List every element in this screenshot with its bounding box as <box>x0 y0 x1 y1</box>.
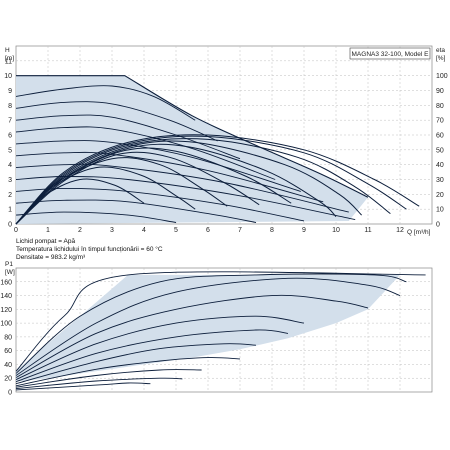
head-curve-10 <box>15 199 257 223</box>
power-curve-8 <box>15 357 241 387</box>
y2-tick-label: 50 <box>436 147 444 154</box>
y-tick-label: 4 <box>8 162 12 169</box>
x-tick-label: 11 <box>364 227 371 234</box>
p1-tick-label: 20 <box>4 376 12 383</box>
y-axis-unit: [m] <box>5 55 14 62</box>
x-tick-label: 4 <box>142 227 146 234</box>
y2-tick-label: 80 <box>436 103 444 110</box>
efficiency-curve-6 <box>15 147 292 225</box>
chart-title: MAGNA3 32-100, Model E <box>352 51 430 58</box>
note-density: Densitate = 983.2 kg/m³ <box>16 254 86 261</box>
y-tick-label: 6 <box>8 133 12 140</box>
p1-tick-label: 60 <box>4 348 12 355</box>
head-max-curve <box>16 75 369 198</box>
x-tick-label: 5 <box>174 227 178 234</box>
y2-axis-label: eta <box>436 47 445 54</box>
efficiency-curve-1 <box>15 134 420 225</box>
efficiency-curve-3 <box>15 138 391 225</box>
bottom-operating-area <box>16 274 400 382</box>
x-axis-label: Q [m³/h] <box>407 229 431 236</box>
p1-axis-unit: [W] <box>5 269 15 276</box>
y2-tick-label: 0 <box>436 222 440 229</box>
p1-axis-label: P1 <box>5 261 13 268</box>
y2-tick-label: 10 <box>436 207 444 214</box>
y2-tick-label: 90 <box>436 88 444 95</box>
title-box <box>349 47 431 60</box>
top-operating-area <box>16 75 368 224</box>
power-curve-4 <box>15 294 369 378</box>
power-curve-9 <box>15 369 202 388</box>
x-tick-label: 12 <box>396 227 404 234</box>
efficiency-curve-9 <box>15 166 196 225</box>
x-tick-label: 8 <box>270 227 274 234</box>
y-tick-label: 9 <box>8 88 12 95</box>
y-tick-label: 1 <box>8 207 12 214</box>
p1-tick-label: 40 <box>4 362 12 369</box>
y2-tick-label: 30 <box>436 177 444 184</box>
y-tick-label: 2 <box>8 192 12 199</box>
x-tick-label: 6 <box>206 227 210 234</box>
power-curve-2 <box>15 273 407 374</box>
y2-tick-label: 20 <box>436 192 444 199</box>
power-curve-7 <box>15 343 257 385</box>
note-fluid: Lichid pompat = Apă <box>16 238 75 245</box>
y-tick-label: 8 <box>8 103 12 110</box>
y2-tick-label: 100 <box>436 73 448 80</box>
x-tick-label: 2 <box>78 227 82 234</box>
p1-tick-label: 80 <box>4 334 12 341</box>
y-tick-label: 11 <box>5 58 12 65</box>
y2-tick-label: 60 <box>436 133 444 140</box>
x-tick-label: 0 <box>14 227 18 234</box>
y-tick-label: 10 <box>4 73 12 80</box>
p1-tick-label: 100 <box>0 321 12 328</box>
p1-tick-label: 140 <box>0 293 12 300</box>
efficiency-curve-8 <box>15 157 228 225</box>
head-curve-11 <box>15 211 177 223</box>
y2-axis-unit: [%] <box>436 55 446 62</box>
x-tick-label: 10 <box>332 227 340 234</box>
head-curve-2 <box>15 101 218 142</box>
power-curve-11 <box>15 382 151 391</box>
x-tick-label: 7 <box>238 227 242 234</box>
power-curve-3 <box>15 277 401 376</box>
y-tick-label: 5 <box>8 147 12 154</box>
y-tick-label: 0 <box>8 222 12 229</box>
x-tick-label: 9 <box>302 227 306 234</box>
x-tick-label: 1 <box>46 227 50 234</box>
power-curve-5 <box>15 315 305 381</box>
y2-tick-label: 40 <box>436 162 444 169</box>
efficiency-curve-2 <box>15 135 407 225</box>
head-curve-6 <box>15 151 324 203</box>
p1-tick-label: 0 <box>8 390 12 397</box>
p1-tick-label: 120 <box>0 307 12 314</box>
p1-tick-label: 160 <box>0 279 12 286</box>
x-tick-label: 3 <box>110 227 114 234</box>
head-curve-4 <box>15 126 276 180</box>
y-tick-label: 3 <box>8 177 12 184</box>
head-curve-8 <box>15 176 356 221</box>
y2-tick-label: 70 <box>436 118 444 125</box>
efficiency-curve-10 <box>15 178 145 225</box>
power-curve-1 <box>15 271 426 372</box>
y-axis-label: H <box>5 47 10 54</box>
head-curve-7 <box>15 163 349 213</box>
efficiency-curve-4 <box>15 140 362 225</box>
head-curve-1 <box>15 85 196 121</box>
efficiency-curve-7 <box>15 151 260 225</box>
y-tick-label: 7 <box>8 118 12 125</box>
power-curve-10 <box>15 377 183 390</box>
note-temperature: Temperatura lichidului în timpul funcțio… <box>16 245 163 253</box>
power-curve-6 <box>15 329 289 383</box>
